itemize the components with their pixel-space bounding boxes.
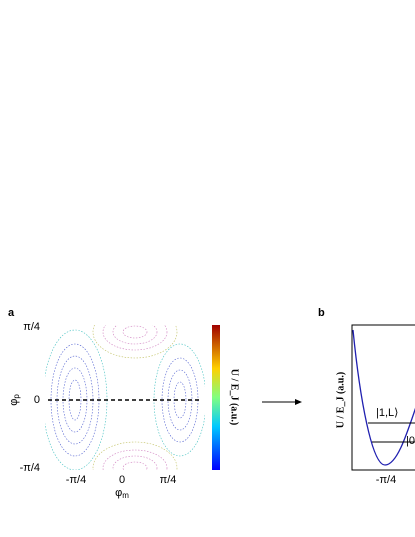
colorbar — [212, 325, 220, 470]
symbol: φ — [115, 487, 122, 499]
symbol: φ — [8, 399, 20, 406]
x-tick-label: -π/4 — [66, 474, 86, 486]
y-axis-label: φp — [8, 394, 21, 406]
y-axis-label: U / E_J (a.u.) — [335, 372, 346, 428]
subscript: p — [12, 394, 21, 399]
potential — [352, 329, 415, 466]
state-label: |0 — [406, 435, 415, 447]
y-tick-label: 0 — [34, 394, 40, 406]
x-tick-label: 0 — [119, 474, 125, 486]
x-tick-label: π/4 — [160, 474, 177, 486]
subscript: m — [122, 491, 129, 500]
panel-label: b — [318, 307, 325, 319]
potential-curve — [352, 329, 415, 466]
x-axis-label: φm — [115, 487, 129, 500]
panel-label: a — [8, 307, 15, 319]
state-label: |1,L⟩ — [376, 407, 398, 419]
plot-frame — [351, 324, 415, 471]
y-tick-label: -π/4 — [20, 462, 40, 474]
y-tick-label: π/4 — [23, 321, 40, 333]
x-tick-label: -π/4 — [376, 474, 396, 486]
colorbar-label: U / E_J (a.u.) — [229, 369, 240, 425]
arrow-head — [295, 399, 302, 405]
